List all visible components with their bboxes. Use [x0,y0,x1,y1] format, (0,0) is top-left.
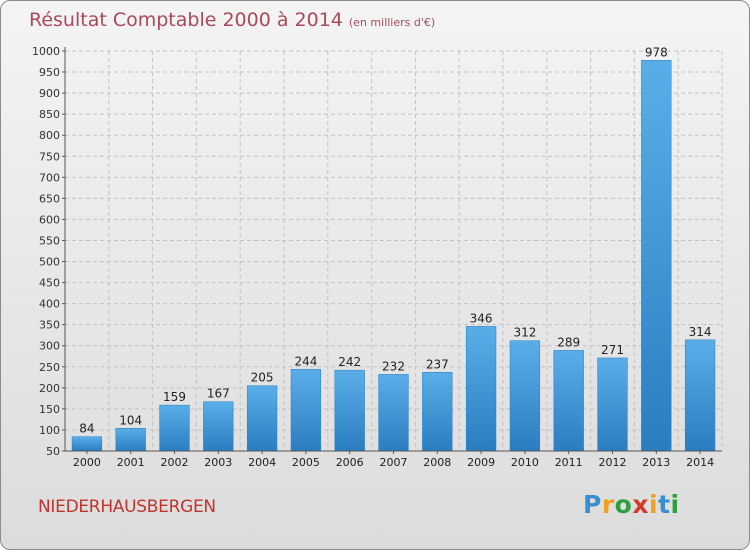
bar-value-label: 346 [470,311,493,325]
bar-value-label: 289 [557,335,580,349]
bar [553,350,584,452]
bar-value-label: 271 [601,343,624,357]
bar-value-label: 314 [689,325,712,339]
x-tick-label: 2003 [204,456,232,469]
x-tick-label: 2002 [161,456,189,469]
x-tick-label: 2000 [73,456,101,469]
bar [203,401,234,452]
y-tick-label: 150 [39,403,60,416]
y-tick-label: 200 [39,382,60,395]
logo-letter: t [658,490,671,519]
chart-title: Résultat Comptable 2000 à 2014 (en millie… [29,9,435,31]
bar [465,326,497,452]
x-tick-label: 2011 [555,456,583,469]
y-tick-label: 450 [39,277,60,290]
logo-letter: x [632,490,649,519]
x-tick-label: 2009 [467,456,495,469]
bar [422,372,453,452]
y-tick-label: 550 [39,234,60,247]
x-tick-label: 2014 [686,456,714,469]
chart-title-text: Résultat Comptable 2000 à 2014 [29,9,343,31]
logo-letter: P [583,490,602,519]
y-tick-label: 900 [39,87,60,100]
bar-value-label: 978 [645,45,668,59]
y-tick-label: 950 [39,66,60,79]
x-axis: 2000 2001 2002 2003 2004 2005 2006 2007 2008 2009… [65,450,722,469]
y-tick-label: 500 [39,256,60,269]
commune-name: NIEDERHAUSBERGEN [38,497,216,517]
y-tick-label: 300 [39,340,60,353]
y-tick-label: 1000 [32,45,60,58]
y-tick-label: 350 [39,319,60,332]
bar-value-label: 205 [251,371,274,385]
bar-value-label: 84 [79,422,94,436]
y-axis: 50 100 150 200 250 300 350 400 450 500 550 600 650 70… [32,45,66,458]
bar [509,340,541,452]
x-tick-label: 2012 [599,456,627,469]
y-tick-label: 600 [39,213,60,226]
bar [684,339,716,452]
bar [378,374,409,452]
x-tick-label: 2010 [511,456,539,469]
bar-value-label: 312 [513,326,536,340]
y-tick-label: 50 [46,445,60,458]
x-tick-label: 2013 [642,456,670,469]
bar [290,369,322,452]
bar [159,404,190,452]
bar-value-label: 232 [382,359,405,373]
y-tick-label: 800 [39,129,60,142]
logo-letter: o [614,490,633,519]
x-tick-label: 2004 [248,456,276,469]
logo-letter: i [670,490,680,519]
bar-value-label: 242 [338,355,361,369]
x-tick-label: 2008 [423,456,451,469]
y-tick-label: 100 [39,424,60,437]
logo-letter: r [601,490,615,519]
bar [246,385,278,452]
bar [641,60,672,452]
chart-subtitle: (en milliers d'€) [348,16,436,29]
x-tick-label: 2007 [380,456,408,469]
x-tick-label: 2001 [117,456,145,469]
bar-value-label: 237 [426,357,449,371]
bar [597,357,628,452]
y-tick-label: 250 [39,361,60,374]
x-tick-label: 2006 [336,456,364,469]
y-tick-label: 750 [39,150,60,163]
logo-letter: i [649,490,659,519]
bar [334,369,365,452]
y-tick-label: 400 [39,298,60,311]
bar-value-label: 159 [163,390,186,404]
y-tick-label: 850 [39,108,60,121]
y-tick-label: 700 [39,171,60,184]
bar [71,436,103,452]
bar-value-label: 244 [294,354,317,368]
bar-value-label: 167 [207,387,230,401]
bar [115,428,146,452]
proxiti-logo[interactable]: Proxiti [583,490,680,519]
bars: 84 104 159 167 205 244 242 232 237 346 312 289 271 97… [71,45,716,452]
bar-value-label: 104 [119,413,142,427]
x-tick-label: 2005 [292,456,320,469]
y-tick-label: 650 [39,192,60,205]
